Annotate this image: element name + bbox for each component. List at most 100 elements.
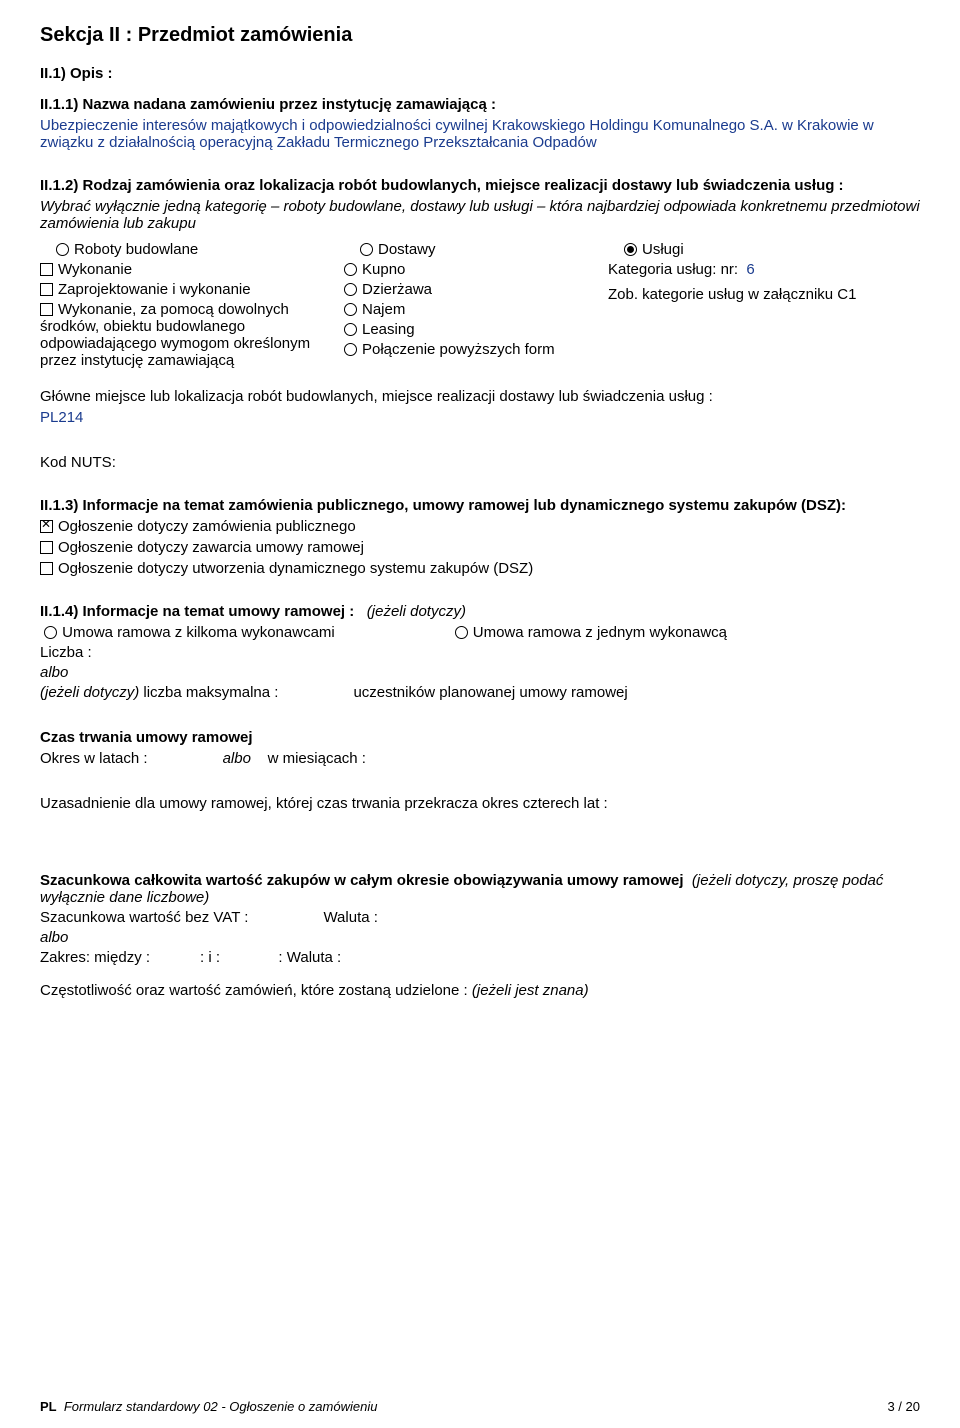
radio-uslugi[interactable] bbox=[624, 243, 637, 256]
lbl-najem: Najem bbox=[362, 301, 405, 318]
chk-zaprojekt[interactable] bbox=[40, 283, 53, 296]
ii14-szac-title-row: Szacunkowa całkowita wartość zakupów w c… bbox=[40, 872, 920, 906]
ii14-uzasad: Uzasadnienie dla umowy ramowej, której c… bbox=[40, 795, 920, 812]
lbl-ii13-3: Ogłoszenie dotyczy utworzenia dynamiczne… bbox=[58, 560, 533, 577]
ii14-szac-vat: Szacunkowa wartość bez VAT : Waluta : bbox=[40, 909, 920, 926]
lbl-dzierzawa: Dzierżawa bbox=[362, 281, 432, 298]
label-roboty: Roboty budowlane bbox=[74, 241, 198, 258]
lbl-zaprojekt: Zaprojektowanie i wykonanie bbox=[58, 281, 251, 298]
col-roboty: Roboty budowlane Wykonanie Zaprojektowan… bbox=[40, 238, 340, 372]
waluta-lbl: Waluta : bbox=[323, 909, 377, 926]
section-title: Sekcja II : Przedmiot zamówienia bbox=[40, 24, 920, 47]
opt-najem: Najem bbox=[344, 301, 604, 318]
albo2: albo bbox=[223, 750, 251, 767]
czesto-suffix: (jeżeli jest znana) bbox=[472, 982, 589, 999]
ii14-block: II.1.4) Informacje na temat umowy ramowe… bbox=[40, 603, 920, 999]
footer-title: Formularz standardowy 02 - Ogłoszenie o … bbox=[64, 1399, 378, 1414]
footer-lang: PL bbox=[40, 1399, 57, 1414]
lbl-kupno: Kupno bbox=[362, 261, 405, 278]
cat-label: Kategoria usług: nr: bbox=[608, 261, 738, 278]
ii14-okres: Okres w latach : albo w miesiącach : bbox=[40, 750, 920, 767]
okres-lata: Okres w latach : bbox=[40, 750, 148, 767]
label-uslugi: Usługi bbox=[642, 241, 684, 258]
ii13-title: II.1.3) Informacje na temat zamówienia p… bbox=[40, 497, 920, 514]
main-loc-value: PL214 bbox=[40, 409, 920, 426]
ii12-block: II.1.2) Rodzaj zamówienia oraz lokalizac… bbox=[40, 177, 920, 471]
radio-dzierzawa[interactable] bbox=[344, 283, 357, 296]
chk-ii13-3[interactable] bbox=[40, 562, 53, 575]
head-roboty: Roboty budowlane bbox=[56, 241, 340, 258]
ii14-liczba-max: (jeżeli dotyczy) liczba maksymalna : ucz… bbox=[40, 684, 920, 701]
ii13-opt3: Ogłoszenie dotyczy utworzenia dynamiczne… bbox=[40, 560, 920, 577]
czesto-lbl: Częstotliwość oraz wartość zamówień, któ… bbox=[40, 982, 468, 999]
ii14-szac-title: Szacunkowa całkowita wartość zakupów w c… bbox=[40, 872, 684, 889]
col-uslugi: Usługi Kategoria usług: nr: 6 Zob. kateg… bbox=[608, 238, 920, 372]
cat-value: 6 bbox=[746, 261, 754, 278]
ii11-value: Ubezpieczenie interesów majątkowych i od… bbox=[40, 117, 920, 151]
ii13-opt1: Ogłoszenie dotyczy zamówienia publiczneg… bbox=[40, 518, 920, 535]
head-uslugi: Usługi bbox=[624, 241, 920, 258]
radio-single[interactable] bbox=[455, 626, 468, 639]
ii14-czas-title: Czas trwania umowy ramowej bbox=[40, 729, 920, 746]
ii14-radio-row: Umowa ramowa z kilkoma wykonawcami Umowa… bbox=[40, 624, 920, 641]
footer-page: 3 / 20 bbox=[887, 1399, 920, 1414]
opt-wykon-dow: Wykonanie, za pomocą dowolnych środków, … bbox=[40, 301, 340, 369]
ii14-liczba-max-prefix: (jeżeli dotyczy) bbox=[40, 684, 139, 701]
ii12-columns: Roboty budowlane Wykonanie Zaprojektowan… bbox=[40, 238, 920, 372]
label-dostawy: Dostawy bbox=[378, 241, 436, 258]
nuts-label: Kod NUTS: bbox=[40, 454, 920, 471]
opt-wykonanie: Wykonanie bbox=[40, 261, 340, 278]
radio-polaczenie[interactable] bbox=[344, 343, 357, 356]
lbl-wykon-dow: Wykonanie, za pomocą dowolnych środków, … bbox=[40, 301, 310, 369]
ii12-title: II.1.2) Rodzaj zamówienia oraz lokalizac… bbox=[40, 177, 920, 194]
lbl-polaczenie: Połączenie powyższych form bbox=[362, 341, 555, 358]
opt-polaczenie: Połączenie powyższych form bbox=[344, 341, 604, 358]
ii14-title-row: II.1.4) Informacje na temat umowy ramowe… bbox=[40, 603, 920, 620]
ii13-opt2: Ogłoszenie dotyczy zawarcia umowy ramowe… bbox=[40, 539, 920, 556]
radio-dostawy[interactable] bbox=[360, 243, 373, 256]
okres-mies: w miesiącach : bbox=[268, 750, 366, 767]
ii14-title-suffix: (jeżeli dotyczy) bbox=[367, 603, 466, 620]
cat-note: Zob. kategorie usług w załączniku C1 bbox=[608, 286, 920, 303]
col-dostawy: Dostawy Kupno Dzierżawa Najem Leasing Po… bbox=[344, 238, 604, 372]
chk-wykonanie[interactable] bbox=[40, 263, 53, 276]
footer: PL Formularz standardowy 02 - Ogłoszenie… bbox=[40, 1399, 920, 1414]
chk-ii13-2[interactable] bbox=[40, 541, 53, 554]
radio-multi[interactable] bbox=[44, 626, 57, 639]
i-lbl: : i : bbox=[200, 949, 220, 966]
main-loc-label: Główne miejsce lub lokalizacja robót bud… bbox=[40, 388, 920, 405]
ii14-title: II.1.4) Informacje na temat umowy ramowe… bbox=[40, 603, 354, 620]
radio-leasing[interactable] bbox=[344, 323, 357, 336]
szac-vat-lbl: Szacunkowa wartość bez VAT : bbox=[40, 909, 248, 926]
chk-wykon-dow[interactable] bbox=[40, 303, 53, 316]
zakres-lbl: Zakres: między : bbox=[40, 949, 150, 966]
ii11-block: II.1.1) Nazwa nadana zamówieniu przez in… bbox=[40, 96, 920, 151]
ii11-title: II.1.1) Nazwa nadana zamówieniu przez in… bbox=[40, 96, 920, 113]
head-dostawy: Dostawy bbox=[360, 241, 604, 258]
ii14-liczba: Liczba : bbox=[40, 644, 920, 661]
ii12-hint: Wybrać wyłącznie jedną kategorię – robot… bbox=[40, 198, 920, 232]
opt-kupno: Kupno bbox=[344, 261, 604, 278]
ii14-opt-multi: Umowa ramowa z kilkoma wykonawcami bbox=[40, 624, 335, 641]
ii14-albo3: albo bbox=[40, 929, 920, 946]
radio-kupno[interactable] bbox=[344, 263, 357, 276]
opt-dzierzawa: Dzierżawa bbox=[344, 281, 604, 298]
opt-leasing: Leasing bbox=[344, 321, 604, 338]
zakres-tail: : Waluta : bbox=[278, 949, 341, 966]
footer-left: PL Formularz standardowy 02 - Ogłoszenie… bbox=[40, 1399, 377, 1414]
lbl-leasing: Leasing bbox=[362, 321, 415, 338]
ii1-title: II.1) Opis : bbox=[40, 65, 920, 82]
ii14-czesto: Częstotliwość oraz wartość zamówień, któ… bbox=[40, 982, 920, 999]
chk-ii13-1[interactable] bbox=[40, 520, 53, 533]
ii14-albo: albo bbox=[40, 664, 920, 681]
ii13-block: II.1.3) Informacje na temat zamówienia p… bbox=[40, 497, 920, 577]
lbl-single: Umowa ramowa z jednym wykonawcą bbox=[473, 624, 727, 641]
ii14-zakres: Zakres: między : : i : : Waluta : bbox=[40, 949, 920, 966]
radio-roboty[interactable] bbox=[56, 243, 69, 256]
ii14-opt-single: Umowa ramowa z jednym wykonawcą bbox=[455, 624, 727, 641]
page: Sekcja II : Przedmiot zamówienia II.1) O… bbox=[0, 0, 960, 1428]
lbl-multi: Umowa ramowa z kilkoma wykonawcami bbox=[62, 624, 335, 641]
radio-najem[interactable] bbox=[344, 303, 357, 316]
lbl-ii13-1: Ogłoszenie dotyczy zamówienia publiczneg… bbox=[58, 518, 356, 535]
opt-zaprojekt: Zaprojektowanie i wykonanie bbox=[40, 281, 340, 298]
